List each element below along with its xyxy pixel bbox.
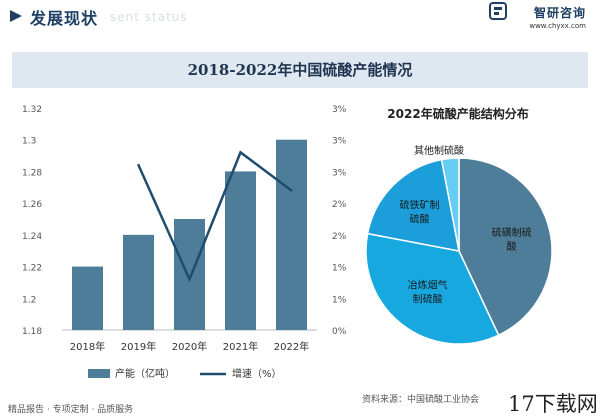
growth-line (137, 150, 293, 283)
pie-label: 其他制硫酸 (414, 144, 464, 157)
right-tick-label: 1% (332, 295, 347, 305)
left-tick-label: 1.28 (22, 168, 42, 178)
chart-area: 1.18 1.2 1.22 1.24 1.26 1.28 1.3 1.32 0% 1% 1% 2% 2%… (22, 105, 553, 380)
brand-name: 智研咨询 (533, 6, 586, 20)
left-tick-label: 1.2 (22, 295, 36, 305)
footer: 精品报告 · 专项定制 · 品质服务 资料来源：中国硫酸工业协会 17下载网 (0, 388, 600, 419)
line-point (239, 151, 242, 154)
pie-label: 硫铁矿制硫酸 (400, 199, 440, 226)
line-point (290, 189, 293, 192)
bar (72, 266, 103, 330)
left-tick-label: 1.32 (22, 105, 42, 115)
pie-slice (458, 157, 553, 337)
category-label: 2020年 (172, 340, 207, 353)
right-tick-label: 2% (332, 200, 347, 210)
left-tick-label: 1.3 (22, 137, 36, 147)
right-tick-label: 2% (332, 232, 347, 242)
brand-url: www.chyxx.com (529, 22, 586, 30)
category-label: 2021年 (223, 340, 258, 353)
bar (276, 139, 307, 330)
site-watermark: 17下载网 (508, 392, 598, 416)
bar-line-chart: 1.18 1.2 1.22 1.24 1.26 1.28 1.3 1.32 0% 1% 1% 2% 2%… (22, 105, 347, 380)
page-subtitle: sent status (110, 10, 188, 24)
pie-label: 冶炼烟气制硫酸 (408, 278, 448, 305)
right-tick-label: 3% (332, 137, 347, 147)
left-tick-label: 1.26 (22, 200, 42, 210)
pie-slice (366, 158, 460, 252)
right-tick-label: 3% (332, 105, 347, 115)
bar (225, 171, 256, 330)
brand: 智研咨询 www.chyxx.com (529, 4, 586, 30)
left-tick-label: 1.22 (22, 264, 42, 274)
legend-line-label: 增速（%） (232, 367, 282, 380)
category-label: 2019年 (121, 340, 156, 353)
category-label: 2018年 (70, 340, 105, 353)
right-tick-label: 1% (332, 264, 347, 274)
chart-title-bar: 2018-2022年中国硫酸产能情况 (12, 52, 588, 88)
legend-bar-swatch (88, 369, 110, 378)
legend-bar-label: 产能（亿吨） (115, 367, 175, 380)
bar (123, 234, 154, 330)
pie-title: 2022年硫酸产能结构分布 (387, 106, 528, 121)
left-tick-label: 1.24 (22, 232, 42, 242)
category-label: 2022年 (274, 340, 309, 353)
right-tick-label: 0% (332, 327, 347, 337)
right-tick-label: 3% (332, 168, 347, 178)
left-tick-label: 1.18 (22, 327, 42, 337)
header: 发展现状 sent status 智研咨询 www.chyxx.com (0, 0, 600, 34)
pie-slice (440, 157, 460, 252)
footer-tagline: 精品报告 · 专项定制 · 品质服务 (8, 405, 134, 415)
data-source: 资料来源：中国硫酸工业协会 (362, 395, 480, 405)
line-point (137, 163, 140, 167)
bar (174, 219, 205, 330)
line-point (188, 278, 191, 281)
pie-label: 硫磺制硫酸 (492, 226, 532, 253)
arrow-icon (10, 10, 22, 22)
pie-slice (365, 232, 500, 345)
page-title: 发展现状 (30, 9, 99, 28)
brand-logo-icon (489, 2, 507, 20)
